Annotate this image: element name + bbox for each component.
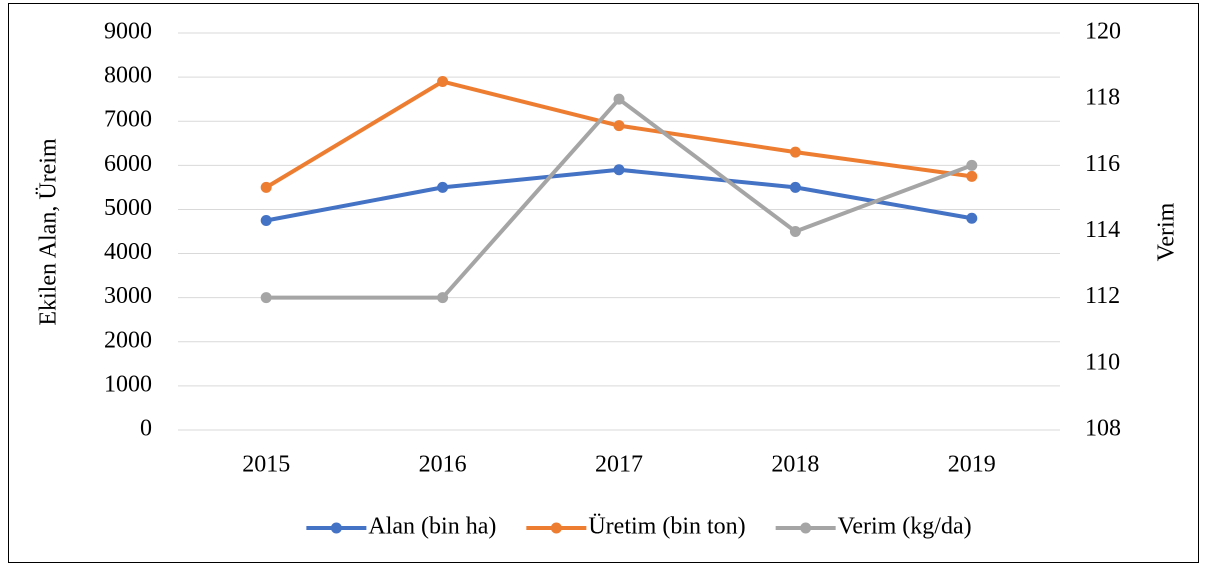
y2-tick-label: 116 [1085,151,1120,177]
y2-axis-title: Verim [1154,202,1180,261]
series-marker [260,292,272,304]
legend-label: Alan (bin ha) [368,514,496,540]
series-marker [437,292,449,304]
series-marker [966,170,978,182]
series-marker [966,212,978,224]
x-tick-label: 2017 [595,452,643,478]
chart-border [8,3,1199,563]
series-marker [260,181,272,193]
y-tick-label: 7000 [104,107,152,133]
x-tick-label: 2016 [419,452,467,478]
y-tick-label: 8000 [104,63,152,89]
y-tick-label: 6000 [104,151,152,177]
series-marker [789,146,801,158]
series-marker [613,164,625,176]
y2-tick-label: 118 [1085,85,1120,111]
y2-tick-label: 108 [1085,416,1121,442]
series-marker [260,214,272,226]
series-marker [789,226,801,237]
y-axis-title: Ekilen Alan, Üreim [36,138,62,326]
y-tick-label: 9000 [104,19,152,45]
y-tick-label: 1000 [104,371,152,397]
series-marker [613,93,625,105]
y-tick-label: 0 [140,416,152,442]
series-marker [437,181,449,193]
y-tick-label: 4000 [104,239,152,265]
x-tick-label: 2018 [771,452,819,478]
y2-tick-label: 120 [1085,19,1121,45]
x-tick-label: 2015 [242,452,290,478]
legend-marker [330,522,342,534]
y-tick-label: 2000 [104,327,152,353]
y-tick-label: 5000 [104,195,152,221]
series-marker [613,120,625,132]
y-tick-label: 3000 [104,283,152,309]
legend-marker [550,522,562,534]
legend-label: Üretim (bin ton) [588,514,745,540]
series-marker [437,76,449,88]
y2-tick-label: 114 [1085,217,1120,243]
y2-tick-label: 110 [1085,349,1120,375]
legend-label: Verim (kg/da) [838,514,972,540]
x-tick-label: 2019 [948,452,996,478]
series-marker [789,181,801,193]
series-marker [966,159,978,171]
legend-marker [800,522,812,534]
y2-tick-label: 112 [1085,283,1120,309]
